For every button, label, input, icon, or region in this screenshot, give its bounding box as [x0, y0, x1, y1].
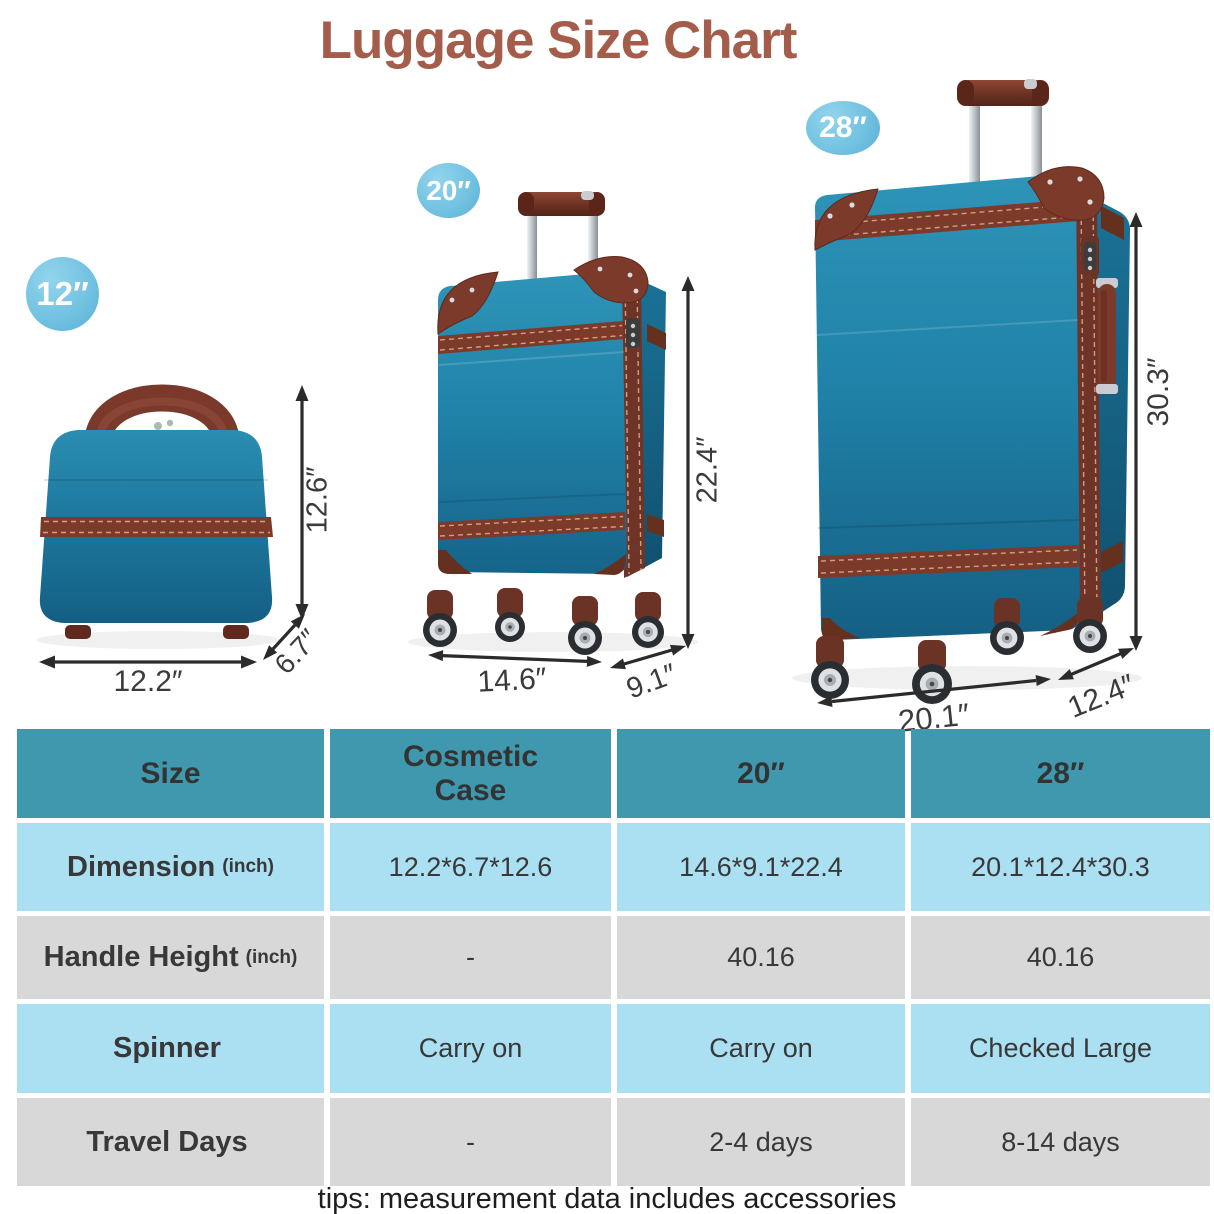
- table-header-size: Size: [17, 729, 324, 818]
- case-foot: [223, 625, 249, 639]
- corner-cap: [822, 618, 860, 641]
- row-label-dimension: Dimension (inch): [17, 823, 324, 911]
- suitcase-body: [814, 166, 1130, 641]
- size-badge-12: 12″: [26, 257, 99, 331]
- corner-cap: [1040, 612, 1080, 636]
- corner-cap: [438, 550, 472, 574]
- checked-width-arrow-icon: [817, 675, 1051, 707]
- case-height-arrow-icon: [295, 385, 309, 620]
- size-badge-28: 28″: [806, 101, 880, 155]
- cell-handle-height-cosmetic: -: [330, 916, 611, 999]
- carry-on-height-label: 22.4″: [692, 437, 724, 504]
- upper-trim-strap: [815, 199, 1079, 242]
- case-width-label: 12.2″: [113, 665, 182, 698]
- spinner-wheels: [423, 588, 664, 655]
- row-label-text: Handle Height: [43, 941, 239, 973]
- cell-dimension-20: 14.6*9.1*22.4: [617, 823, 905, 911]
- corner-cap: [594, 554, 627, 575]
- checked-height-label: 30.3″: [1142, 357, 1175, 426]
- carry-on-height-arrow-icon: [681, 276, 695, 649]
- row-label-unit: (inch): [222, 856, 274, 877]
- checked-28-illustration: 30.3″ 20.1″ 12.4″: [792, 79, 1175, 739]
- case-belt: [40, 517, 273, 537]
- cell-handle-height-28: 40.16: [911, 916, 1210, 999]
- corner-cap: [814, 188, 879, 251]
- row-label-text: Dimension: [67, 850, 216, 883]
- suitcase-body: [437, 256, 666, 578]
- corner-cap: [1027, 166, 1105, 221]
- size-comparison-table: Size Cosmetic Case 20″ 28″ Dimension (in…: [17, 729, 1210, 1186]
- case-depth-label: 6.7″: [268, 623, 324, 680]
- checked-height-arrow-icon: [1129, 212, 1143, 651]
- cell-travel-days-28: 8-14 days: [911, 1098, 1210, 1186]
- corner-cap: [437, 271, 499, 335]
- cell-spinner-28: Checked Large: [911, 1004, 1210, 1093]
- page-title: Luggage Size Chart: [319, 11, 798, 70]
- front-panel: [815, 173, 1080, 641]
- telescoping-handle: [957, 79, 1049, 184]
- footnote-text: tips: measurement data includes accessor…: [317, 1183, 897, 1214]
- row-label-text: Travel Days: [86, 1125, 248, 1158]
- cell-travel-days-20: 2-4 days: [617, 1098, 905, 1186]
- table-header-28: 28″: [911, 729, 1210, 818]
- cell-travel-days-cosmetic: -: [330, 1098, 611, 1186]
- row-label-spinner: Spinner: [17, 1004, 324, 1093]
- row-label-unit: (inch): [245, 946, 298, 968]
- spinner-wheels: [811, 597, 1107, 704]
- table-header-20: 20″: [617, 729, 905, 818]
- row-label-handle-height: Handle Height (inch): [17, 916, 324, 999]
- checked-depth-arrow-icon: [1058, 648, 1134, 680]
- case-foot: [65, 625, 91, 639]
- carry-on-20-illustration: 22.4″ 14.6″ 9.1″: [408, 191, 724, 705]
- case-height-label: 12.6″: [302, 467, 334, 534]
- cell-handle-height-20: 40.16: [617, 916, 905, 999]
- cell-spinner-cosmetic: Carry on: [330, 1004, 611, 1093]
- corner-cap: [573, 256, 649, 304]
- carry-on-depth-label: 9.1″: [622, 658, 680, 705]
- case-width-arrow-icon: [39, 655, 257, 669]
- cell-dimension-cosmetic: 12.2*6.7*12.6: [330, 823, 611, 911]
- cosmetic-case-illustration: 12.6″ 12.2″ 6.7″: [36, 384, 334, 698]
- carry-on-width-arrow-icon: [428, 650, 602, 667]
- cell-dimension-28: 20.1*12.4*30.3: [911, 823, 1210, 911]
- carry-on-width-label: 14.6″: [477, 662, 548, 699]
- row-label-travel-days: Travel Days: [17, 1098, 324, 1186]
- carry-on-depth-arrow-icon: [610, 644, 686, 670]
- table-header-cosmetic-case: Cosmetic Case: [330, 729, 611, 818]
- cell-spinner-20: Carry on: [617, 1004, 905, 1093]
- combination-lock: [1084, 242, 1096, 270]
- case-depth-arrow-icon: [263, 614, 305, 660]
- size-badge-20: 20″: [417, 163, 480, 218]
- row-label-text: Spinner: [113, 1032, 221, 1064]
- case-shadow: [36, 631, 280, 649]
